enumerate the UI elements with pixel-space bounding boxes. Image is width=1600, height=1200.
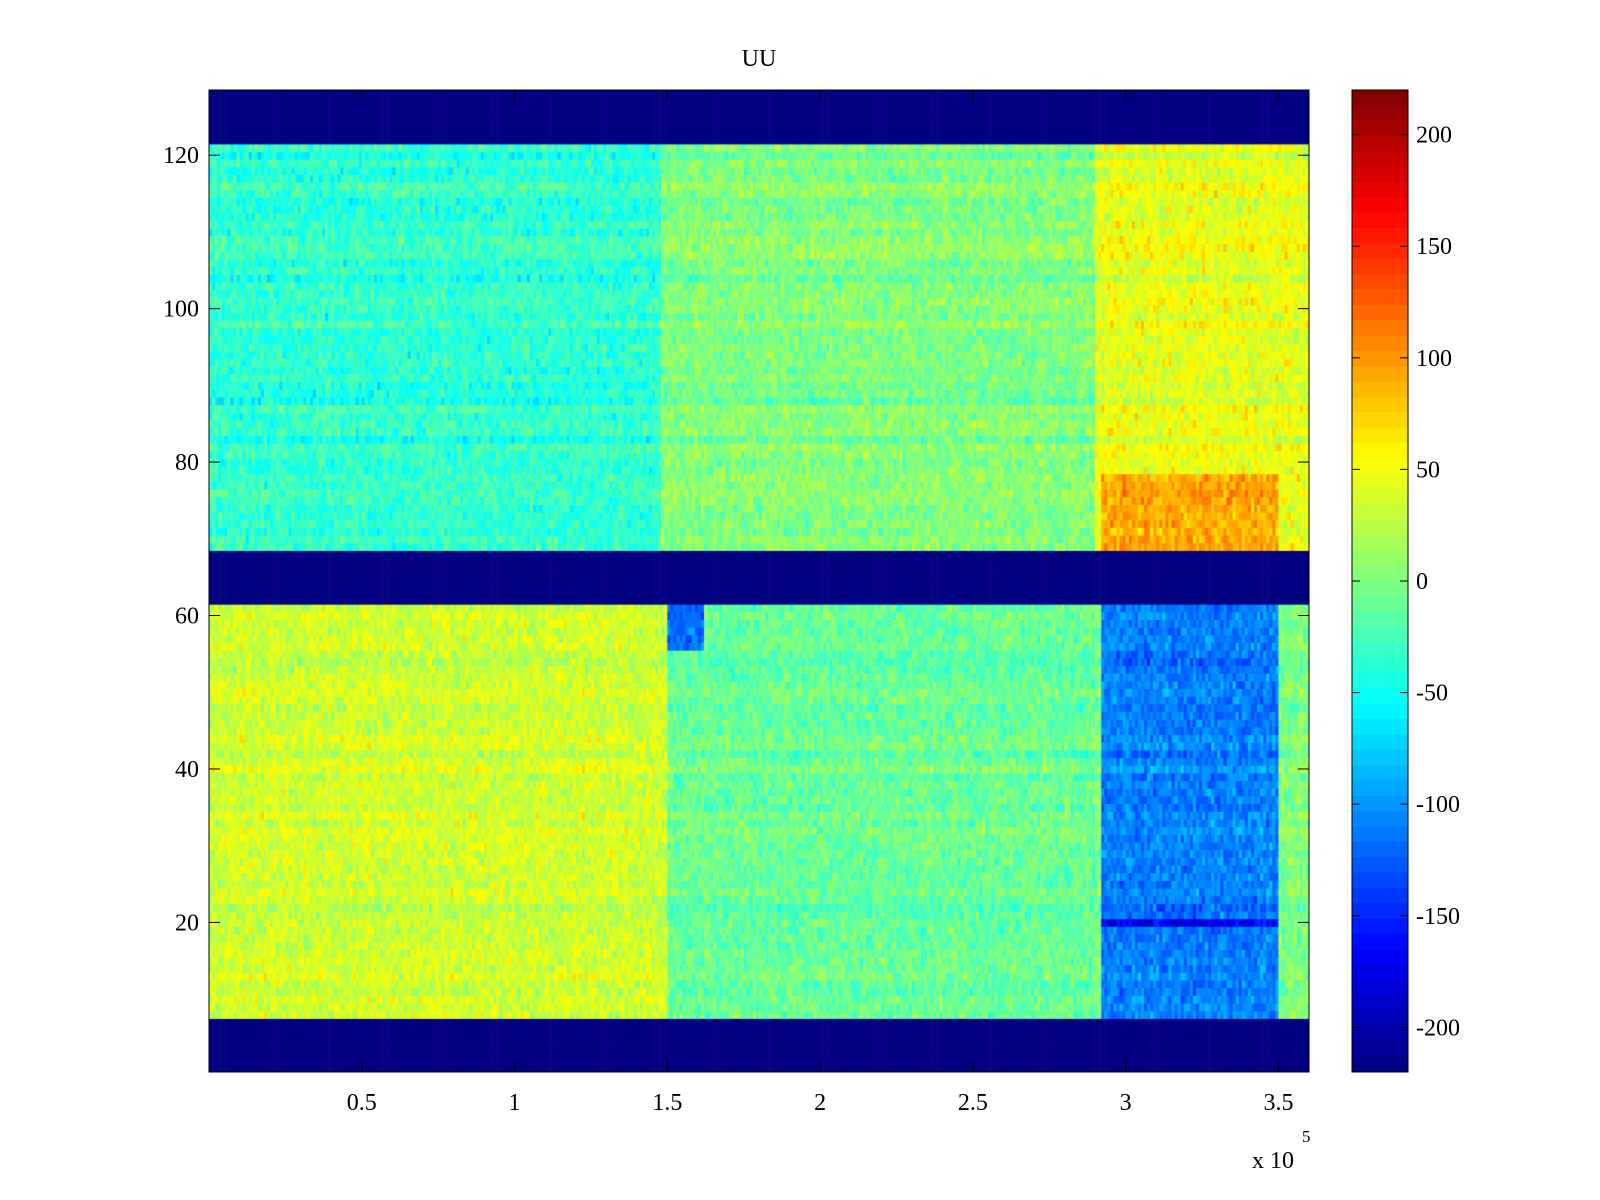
colorbar-image xyxy=(1352,90,1408,1072)
colorbar-ticks: 200 150 100 50 0 -50 -100 -150 -200 xyxy=(1352,123,1460,1041)
main-axes xyxy=(208,89,1409,1073)
x-exponent: 5 xyxy=(1302,1127,1311,1146)
heatmap-image xyxy=(209,90,1309,1072)
y-tick-label: 100 xyxy=(163,297,199,323)
x-tick-label: 2.5 xyxy=(958,1090,988,1116)
x-tick-label: 1 xyxy=(509,1090,521,1116)
colorbar-tick-label: 50 xyxy=(1416,457,1440,483)
colorbar-tick-label: 200 xyxy=(1416,123,1452,149)
colorbar-tick-label: 100 xyxy=(1416,346,1452,372)
x-tick-label: 3 xyxy=(1120,1090,1132,1116)
x-tick-label: 3.5 xyxy=(1263,1090,1293,1116)
x-exponent-label: x 10 xyxy=(1252,1148,1294,1174)
colorbar-tick-label: -200 xyxy=(1416,1015,1460,1041)
y-axis-ticks: 20 40 60 80 100 120 xyxy=(163,143,1309,936)
chart-title: UU xyxy=(742,46,777,72)
y-tick-label: 20 xyxy=(175,910,199,936)
plot-frame xyxy=(208,89,1310,1073)
y-tick-label: 40 xyxy=(175,757,199,783)
x-axis-ticks: 0.5 1 1.5 2 2.5 3 3.5 xyxy=(347,90,1293,1116)
x-tick-label: 0.5 xyxy=(347,1090,377,1116)
x-tick-label: 1.5 xyxy=(652,1090,682,1116)
y-tick-label: 120 xyxy=(163,143,199,169)
colorbar-tick-label: -100 xyxy=(1416,792,1460,818)
x-tick-label: 2 xyxy=(814,1090,826,1116)
colorbar-frame xyxy=(1351,89,1409,1073)
colorbar-tick-label: 150 xyxy=(1416,234,1452,260)
y-tick-label: 60 xyxy=(175,604,199,630)
colorbar-tick-label: -150 xyxy=(1416,904,1460,930)
colorbar-tick-label: -50 xyxy=(1416,681,1448,707)
colorbar-tick-label: 0 xyxy=(1416,569,1428,595)
y-tick-label: 80 xyxy=(175,450,199,476)
